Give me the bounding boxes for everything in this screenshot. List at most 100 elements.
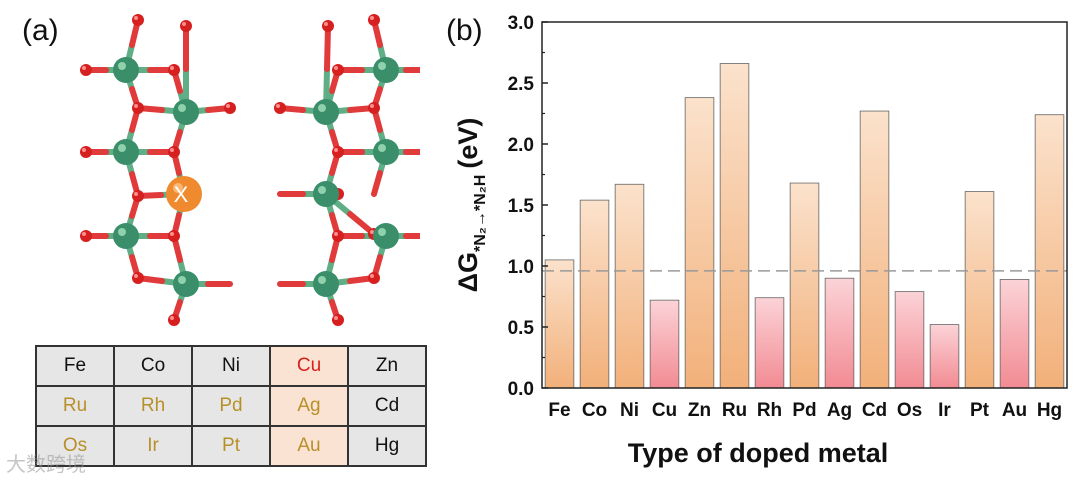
- oxygen-atom: [132, 14, 144, 26]
- x-tick-label: Zn: [688, 400, 711, 421]
- x-tick-label: Hg: [1037, 400, 1062, 421]
- bar-os: [894, 291, 925, 389]
- x-axis-label: Type of doped metal: [628, 438, 889, 468]
- table-row: Fe Co Ni Cu Zn: [35, 345, 427, 387]
- dopant-metal-table: Fe Co Ni Cu Zn Ru Rh Pd Ag Cd Os Ir Pt Au Hg: [35, 345, 427, 467]
- oxygen-atom: [132, 272, 144, 284]
- x-tick-label: Cu: [652, 400, 677, 421]
- bar-au: [999, 279, 1030, 389]
- x-tick-label: Co: [582, 400, 607, 421]
- metal-atom: [313, 181, 339, 207]
- table-cell-ru: Ru: [35, 385, 115, 427]
- y-tick-label: 0.5: [508, 318, 535, 339]
- watermark: 大数跨境: [6, 452, 86, 476]
- oxygen-atom: [168, 230, 180, 242]
- table-cell-pt: Pt: [191, 425, 271, 467]
- x-tick-label: Ir: [938, 400, 951, 421]
- y-tick-label: 1.5: [508, 196, 535, 217]
- bar-ru: [719, 63, 750, 389]
- x-tick-label: Ni: [620, 400, 639, 421]
- table-row: Ru Rh Pd Ag Cd: [35, 385, 427, 427]
- y-axis-label: ΔG*N₂→*N₂H (eV): [453, 118, 489, 293]
- y-tick-label: 2.5: [508, 74, 535, 95]
- panel-b-label: (b): [446, 14, 483, 47]
- metal-atom: [373, 57, 399, 83]
- y-axis-label-prefix: ΔG: [453, 252, 483, 292]
- metal-atom: [173, 99, 199, 125]
- table-cell-au: Au: [269, 425, 349, 467]
- bar-fe: [544, 259, 575, 389]
- x-tick-label: Ag: [827, 400, 852, 421]
- bar-ni: [614, 183, 645, 389]
- metal-atom: [313, 99, 339, 125]
- metal-atom: [313, 271, 339, 297]
- table-cell-rh: Rh: [113, 385, 193, 427]
- oxygen-atom: [332, 230, 344, 242]
- table-cell-ag: Ag: [269, 385, 349, 427]
- metal-atom: [113, 139, 139, 165]
- oxygen-atom: [224, 102, 236, 114]
- y-tick-label: 3.0: [508, 13, 534, 34]
- oxygen-atom: [332, 64, 344, 76]
- table-cell-fe: Fe: [35, 345, 115, 387]
- metal-atom: [113, 223, 139, 249]
- y-tick-label: 1.0: [508, 257, 534, 278]
- bar-hg: [1034, 114, 1065, 389]
- table-row: Os Ir Pt Au Hg: [35, 425, 427, 467]
- bar-rh: [754, 297, 785, 389]
- bar-pd: [789, 182, 820, 389]
- oxygen-atom: [368, 272, 380, 284]
- y-axis-label-subscript: *N₂→*N₂H: [472, 175, 489, 252]
- svg-text:ΔG*N₂→*N₂H(eV): ΔG*N₂→*N₂H (eV): [453, 118, 489, 293]
- bar-zn: [684, 97, 715, 389]
- free-energy-bar-chart: 0.0 0.5 1.0 1.5 2.0 2.5 3.0 Fe Co Ni Cu Zn Ru Rh Pd Ag…: [453, 13, 1068, 468]
- y-axis-label-unit: (eV): [453, 118, 483, 169]
- crystal-structure-diagram: X: [80, 14, 420, 326]
- dopant-symbol: X: [174, 182, 189, 207]
- oxygen-atom: [80, 64, 92, 76]
- x-tick-label: Cd: [862, 400, 887, 421]
- x-tick-label: Au: [1002, 400, 1027, 421]
- oxygen-atom: [332, 146, 344, 158]
- bar-ag: [824, 277, 855, 389]
- table-cell-ni: Ni: [191, 345, 271, 387]
- table-cell-zn: Zn: [347, 345, 427, 387]
- dopant-atom: X: [166, 176, 202, 212]
- oxygen-atom: [132, 190, 144, 202]
- oxygen-atom: [368, 102, 380, 114]
- table-cell-ir: Ir: [113, 425, 193, 467]
- oxygen-atom: [332, 314, 344, 326]
- bar-cu: [649, 299, 680, 389]
- oxygen-atom: [180, 20, 192, 32]
- oxygen-atom: [168, 314, 180, 326]
- metal-atom: [173, 271, 199, 297]
- metal-atom: [373, 223, 399, 249]
- x-tick-label: Os: [897, 400, 922, 421]
- bar-cd: [859, 110, 890, 389]
- table-cell-hg: Hg: [347, 425, 427, 467]
- x-tick-label: Pt: [970, 400, 990, 421]
- table-cell-co: Co: [113, 345, 193, 387]
- oxygen-atom: [132, 102, 144, 114]
- bar-ir: [929, 324, 960, 389]
- table-cell-os: Os: [35, 425, 115, 467]
- oxygen-atom: [80, 230, 92, 242]
- x-tick-label: Rh: [757, 400, 782, 421]
- panel-a-label: (a): [22, 14, 59, 47]
- x-tick-label: Pd: [792, 400, 816, 421]
- bar-co: [579, 199, 610, 389]
- y-tick-label: 0.0: [508, 379, 534, 400]
- table-cell-pd: Pd: [191, 385, 271, 427]
- table-cell-cd: Cd: [347, 385, 427, 427]
- oxygen-atom: [368, 14, 380, 26]
- oxygen-atom: [168, 146, 180, 158]
- oxygen-atom: [168, 64, 180, 76]
- y-tick-label: 2.0: [508, 135, 534, 156]
- x-tick-label: Fe: [548, 400, 570, 421]
- table-cell-cu: Cu: [269, 345, 349, 387]
- metal-atom: [113, 57, 139, 83]
- x-tick-label: Ru: [722, 400, 747, 421]
- oxygen-atom: [274, 102, 286, 114]
- bar-pt: [964, 191, 995, 389]
- oxygen-atom: [322, 20, 334, 32]
